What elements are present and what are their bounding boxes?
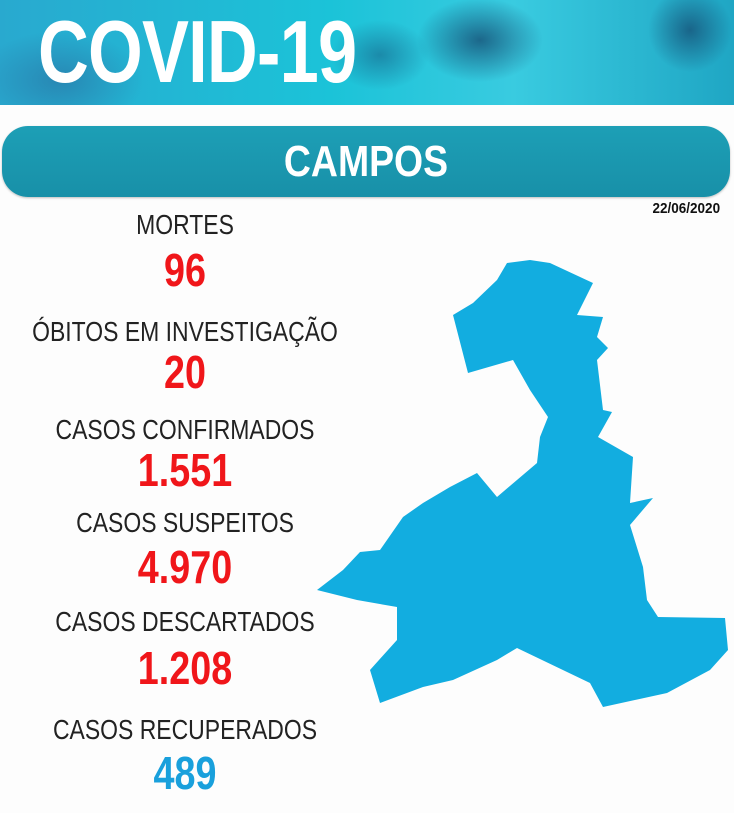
stat-label-suspected: CASOS SUSPEITOS bbox=[76, 507, 294, 538]
stat-value-suspected: 4.970 bbox=[137, 541, 233, 593]
stat-value-deaths-under-investigation: 20 bbox=[164, 346, 206, 398]
header-banner: COVID-19 bbox=[0, 0, 734, 105]
city-name: CAMPOS bbox=[283, 137, 449, 186]
report-date: 22/06/2020 bbox=[652, 200, 720, 217]
city-bar: CAMPOS bbox=[2, 126, 730, 197]
stat-label-deaths: MORTES bbox=[136, 209, 234, 240]
page-title: COVID-19 bbox=[38, 2, 357, 101]
stat-value-deaths: 96 bbox=[164, 244, 206, 296]
stat-label-recovered: CASOS RECUPERADOS bbox=[52, 714, 318, 745]
stat-value-confirmed: 1.551 bbox=[137, 444, 233, 496]
stat-label-confirmed: CASOS CONFIRMADOS bbox=[55, 414, 315, 445]
stat-value-recovered: 489 bbox=[153, 747, 217, 799]
campos-map-shape bbox=[317, 260, 728, 707]
stat-value-discarded: 1.208 bbox=[137, 642, 233, 694]
stat-label-discarded: CASOS DESCARTADOS bbox=[55, 606, 315, 637]
stat-label-deaths-under-investigation: ÓBITOS EM INVESTIGAÇÃO bbox=[32, 316, 338, 347]
